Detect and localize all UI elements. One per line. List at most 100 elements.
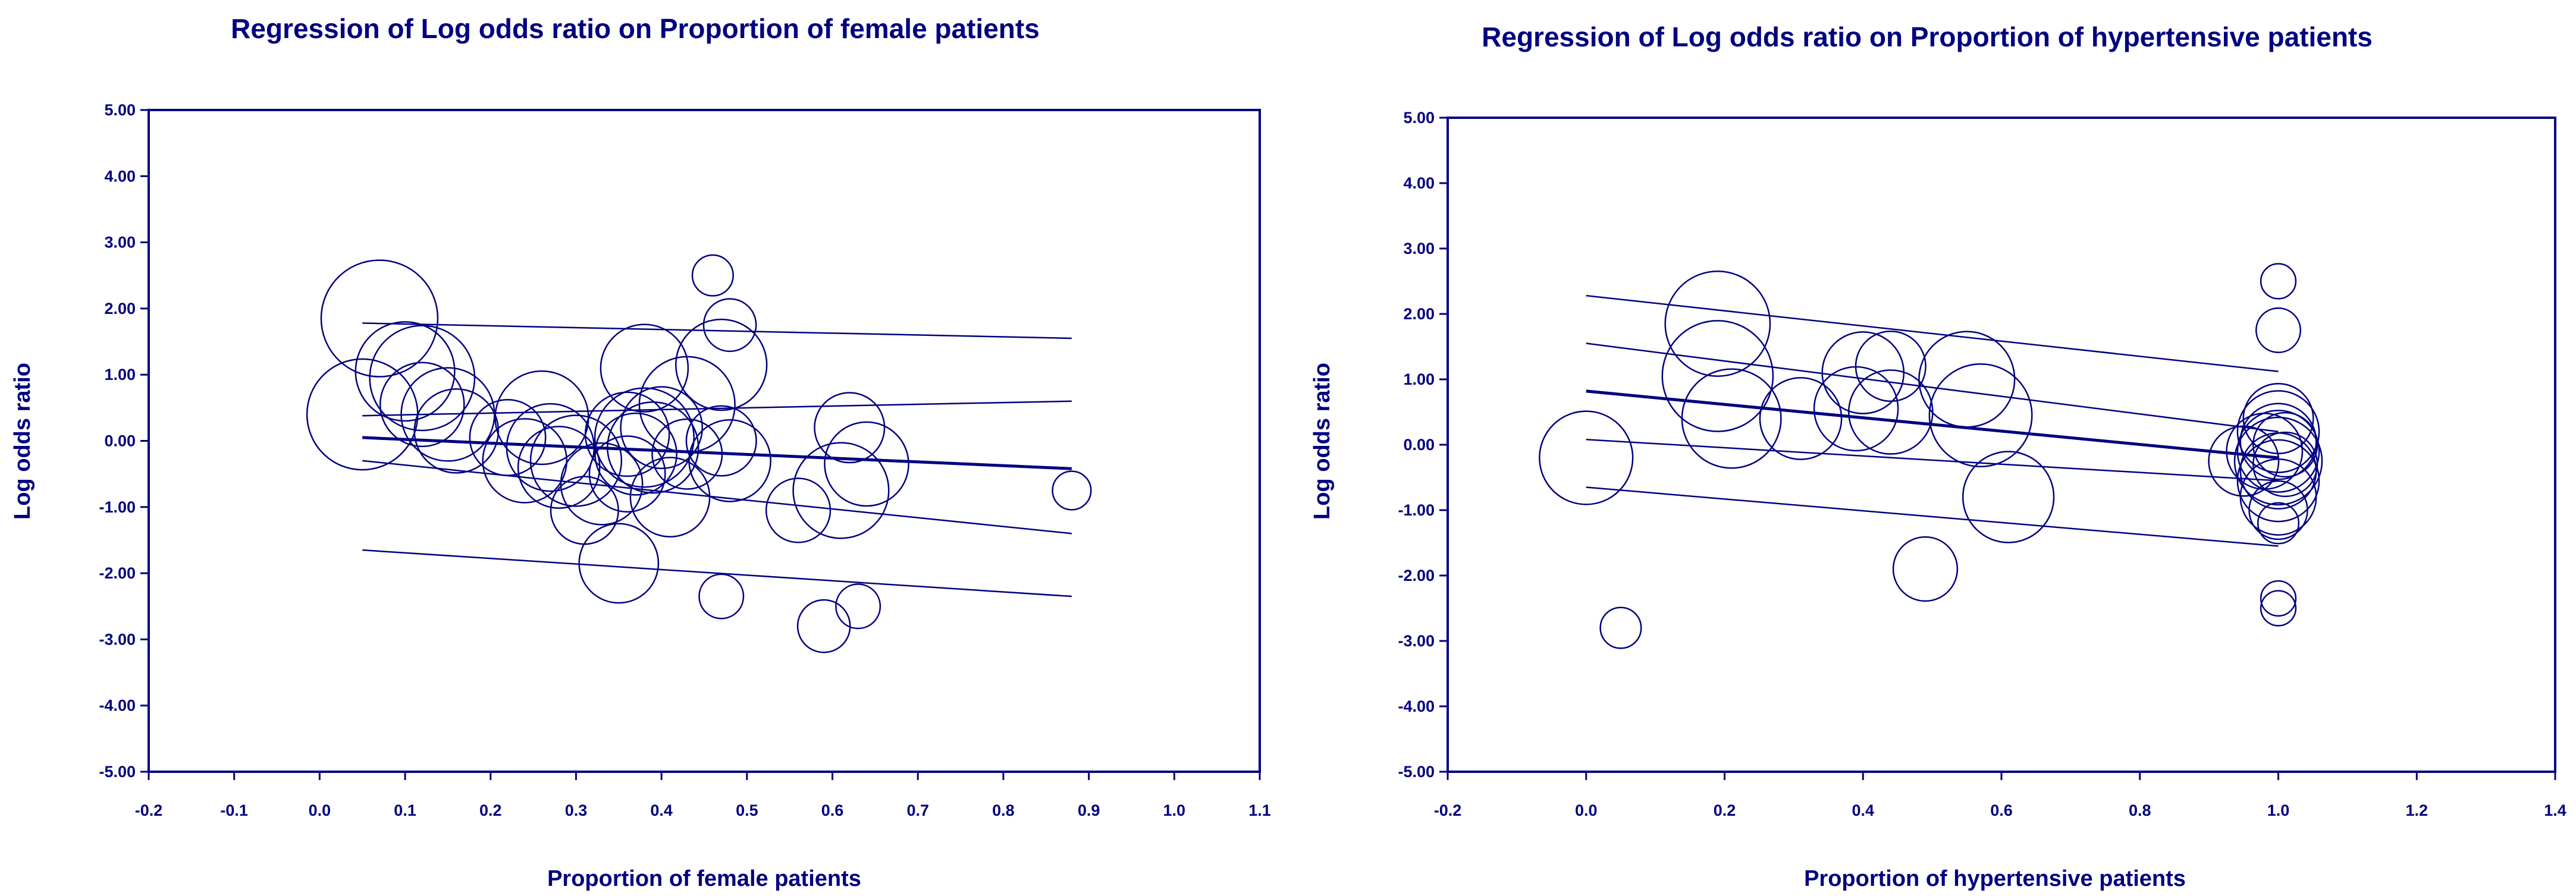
x-tick-label: 0.8: [2129, 801, 2151, 819]
data-point: [691, 254, 734, 297]
data-point: [2239, 403, 2317, 480]
data-point: [1661, 320, 1774, 432]
data-point: [2236, 439, 2320, 523]
x-tick-label: 0.1: [394, 801, 416, 819]
x-tick-label: 0.4: [650, 801, 673, 819]
data-point: [702, 298, 757, 353]
marks: 5.00 4.00 3.00 2.00 1.00 0.00 -1.00 -2.00 -3.00 -…: [99, 101, 1270, 819]
band-line: [362, 400, 1072, 417]
data-point: [2233, 416, 2323, 506]
x-tick-label: 0.0: [1575, 801, 1598, 819]
data-point: [1918, 331, 2016, 428]
plot-frame: [148, 109, 1261, 773]
plot-frame: [1447, 117, 2556, 773]
x-tick-label: 0.7: [906, 801, 929, 819]
data-point: [413, 388, 500, 474]
data-point: [354, 321, 456, 422]
data-point: [2236, 410, 2320, 493]
x-tick-label: 0.6: [1990, 801, 2013, 819]
data-point: [600, 323, 689, 413]
data-point: [765, 477, 832, 543]
x-tick-label: 1.1: [1248, 801, 1271, 819]
band-line: [1586, 294, 2279, 373]
data-point: [685, 405, 757, 477]
data-point: [469, 398, 547, 476]
data-point: [2239, 458, 2317, 536]
data-point: [638, 356, 736, 453]
x-tick-label: 0.2: [1714, 801, 1736, 819]
chart-hypertensive: Regression of Log odds ratio on Proporti…: [1310, 21, 2566, 891]
data-point: [2260, 580, 2297, 617]
x-tick-label: 0.3: [565, 801, 588, 819]
y-tick-label: 2.00: [104, 300, 136, 317]
data-point: [560, 442, 644, 526]
x-tick-label: -0.2: [1434, 801, 1462, 819]
data-point: [792, 442, 890, 539]
band-line: [1586, 438, 2279, 482]
y-tick-label: 1.00: [104, 366, 136, 383]
data-point: [2255, 307, 2301, 353]
y-axis-label: Log odds ratio: [1310, 363, 1335, 520]
x-tick-label: 0.9: [1078, 801, 1100, 819]
y-axis-label: Log odds ratio: [10, 363, 35, 520]
y-tick-label: -4.00: [99, 697, 136, 715]
data-point: [1052, 470, 1092, 511]
regression-line: [362, 436, 1072, 470]
band-line: [1586, 486, 2279, 547]
data-point: [835, 583, 881, 630]
y-tick-label: -2.00: [99, 564, 136, 582]
x-tick-label: 0.2: [479, 801, 502, 819]
data-point: [588, 435, 666, 513]
data-point: [629, 457, 711, 537]
x-tick-label: 1.4: [2544, 801, 2566, 819]
y-tick-label: 5.00: [1403, 109, 1435, 127]
band-line: [362, 322, 1072, 339]
data-point: [688, 419, 771, 502]
data-point: [594, 387, 695, 488]
data-point: [529, 414, 623, 507]
data-point: [2257, 502, 2300, 545]
x-tick-label: 0.0: [309, 801, 331, 819]
band-line: [362, 549, 1072, 598]
x-axis-label: Proportion of female patients: [547, 866, 861, 891]
data-point: [578, 523, 660, 604]
y-tick-label: -3.00: [1398, 632, 1435, 650]
data-point: [796, 599, 851, 653]
data-point: [675, 318, 768, 411]
chart-title: Regression of Log odds ratio on Proporti…: [231, 13, 1040, 44]
data-point: [1664, 271, 1771, 377]
y-tick-label: 0.00: [104, 432, 136, 450]
chart-title: Regression of Log odds ratio on Proporti…: [1482, 21, 2373, 52]
data-point: [482, 418, 568, 504]
x-axis-label: Proportion of hypertensive patients: [1804, 866, 2186, 891]
data-point: [824, 421, 909, 507]
x-tick-label: -0.2: [135, 801, 163, 819]
y-tick-label: -1.00: [99, 498, 136, 516]
y-tick-label: 1.00: [1403, 370, 1435, 388]
regression-line: [1586, 389, 2279, 460]
x-tick-label: 0.5: [736, 801, 758, 819]
y-tick-label: 2.00: [1403, 305, 1435, 323]
data-point: [1962, 451, 2055, 543]
data-point: [1599, 606, 1642, 649]
x-tick-label: 1.2: [2405, 801, 2428, 819]
x-tick-label: 0.6: [821, 801, 844, 819]
data-point: [1539, 410, 1634, 505]
data-point: [1928, 363, 2033, 467]
data-point: [2248, 480, 2308, 540]
data-point: [814, 392, 886, 464]
data-point: [2242, 382, 2314, 455]
data-point: [2252, 411, 2318, 478]
band-line: [1586, 342, 2279, 433]
chart-female: Regression of Log odds ratio on Proporti…: [10, 13, 1271, 891]
y-tick-label: 4.00: [1403, 174, 1435, 192]
data-point: [1892, 536, 1959, 602]
data-point: [2236, 390, 2320, 473]
data-point: [651, 418, 723, 490]
data-point: [369, 325, 476, 432]
data-point: [2260, 590, 2297, 627]
y-tick-label: -5.00: [99, 763, 136, 781]
y-tick-label: 0.00: [1403, 436, 1435, 454]
data-point: [2252, 431, 2318, 498]
